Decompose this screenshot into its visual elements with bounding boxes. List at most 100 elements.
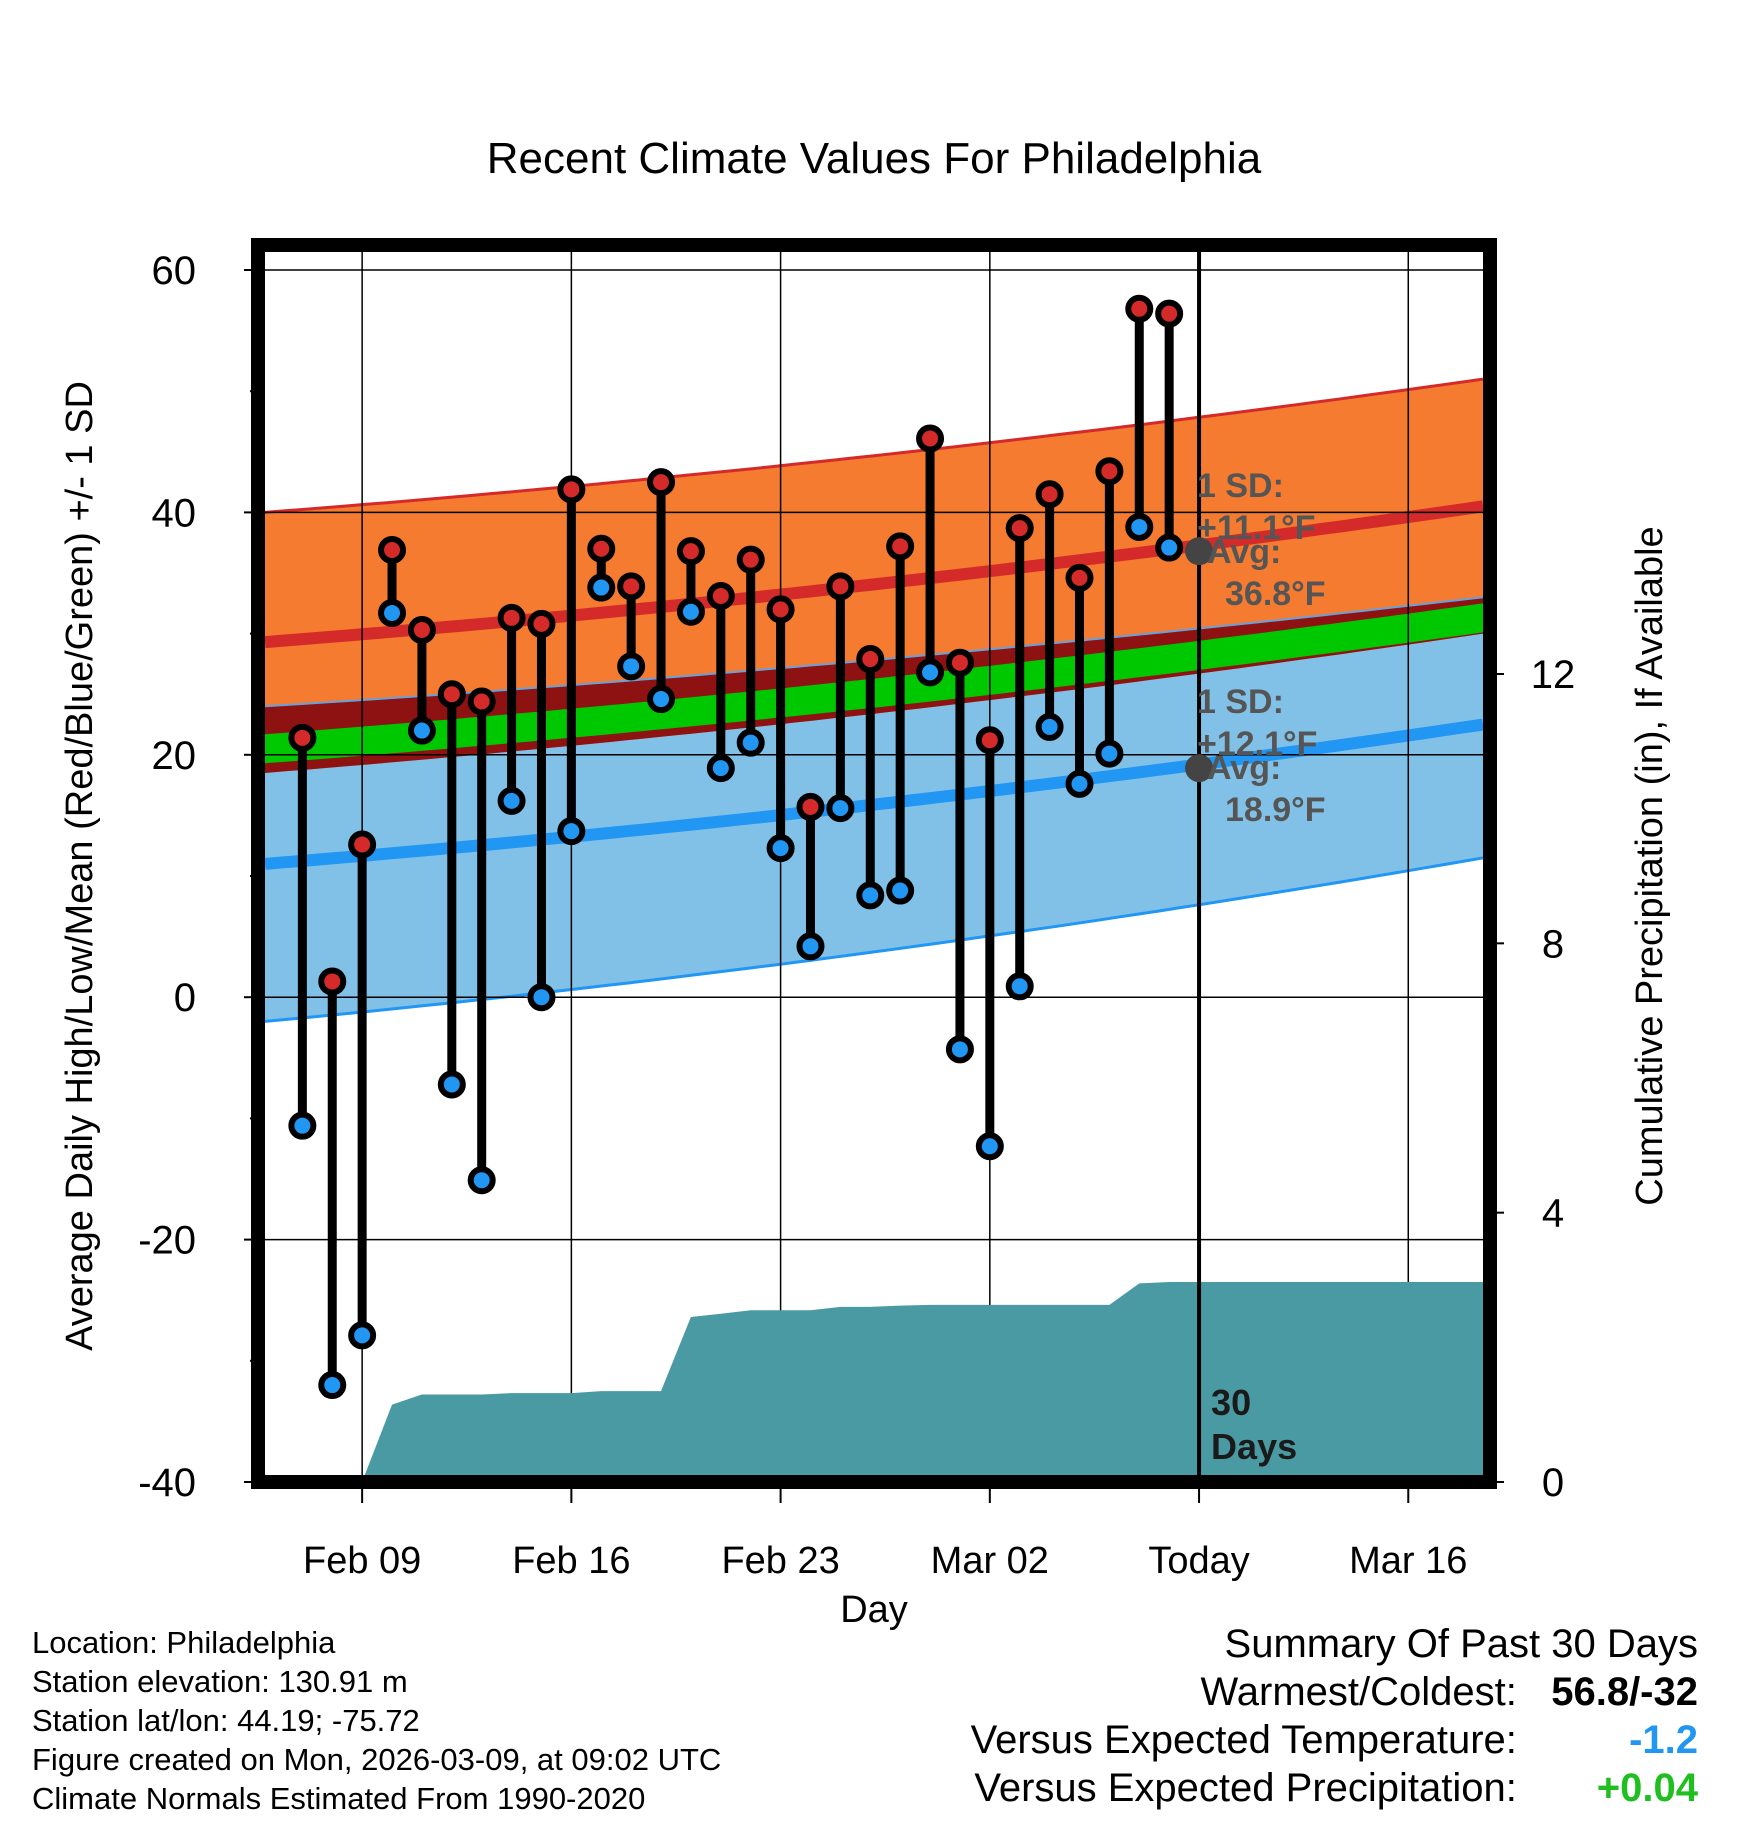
high-point bbox=[1065, 563, 1094, 592]
high-point bbox=[1005, 514, 1034, 543]
info-elevation: Station elevation: 130.91 m bbox=[32, 1664, 408, 1699]
high-point bbox=[1095, 457, 1124, 486]
temp-diff-label: Versus Expected Temperature: bbox=[970, 1718, 1517, 1762]
today-days-label: 30 bbox=[1211, 1382, 1251, 1423]
high-point bbox=[1035, 480, 1064, 509]
low-point bbox=[886, 876, 915, 905]
y2-tick-label: 4 bbox=[1542, 1192, 1564, 1236]
high-point bbox=[557, 475, 586, 504]
high-point bbox=[916, 424, 945, 453]
low-point bbox=[826, 794, 855, 823]
low-point bbox=[1155, 533, 1184, 562]
high-avg-annotation: Avg: bbox=[1207, 533, 1281, 571]
low-point bbox=[497, 786, 526, 815]
high-point bbox=[736, 545, 765, 574]
summary-title: Summary Of Past 30 Days bbox=[1224, 1622, 1698, 1666]
high-point bbox=[826, 572, 855, 601]
y-tick-label: 20 bbox=[152, 734, 197, 778]
low-point bbox=[975, 1132, 1004, 1161]
x-axis-ticks: Feb 09 Feb 16 Feb 23 Mar 02 Today Mar 16 bbox=[303, 1489, 1467, 1582]
low-point bbox=[1095, 739, 1124, 768]
y-tick-label: 60 bbox=[152, 249, 197, 293]
y-axis-label: Average Daily High/Low/Mean (Red/Blue/Gr… bbox=[59, 381, 101, 1351]
plot-frame bbox=[251, 238, 1497, 1489]
low-avg-today-dot bbox=[1185, 754, 1214, 783]
warm-cold-value: 56.8/-32 bbox=[1551, 1670, 1698, 1714]
low-avg-annotation: Avg: bbox=[1207, 749, 1281, 787]
high-point bbox=[856, 645, 885, 674]
summary-panel: Summary Of Past 30 Days Warmest/Coldest:… bbox=[971, 1620, 1698, 1812]
high-point bbox=[796, 792, 825, 821]
summary-temp: Versus Expected Temperature: -1.2 bbox=[971, 1716, 1698, 1764]
low-avg-annotation: 18.9°F bbox=[1225, 791, 1326, 829]
low-point bbox=[318, 1371, 347, 1400]
low-point bbox=[1125, 512, 1154, 541]
low-sd-annotation: +12.1°F bbox=[1197, 725, 1317, 763]
y-tick-label: -40 bbox=[138, 1461, 196, 1505]
high-point bbox=[378, 535, 407, 564]
x-tick-label: Feb 16 bbox=[512, 1540, 630, 1582]
y-tick-label: -20 bbox=[138, 1219, 196, 1263]
high-avg-line bbox=[265, 500, 1483, 649]
temp-diff-value: -1.2 bbox=[1629, 1718, 1698, 1762]
low-point bbox=[945, 1035, 974, 1064]
low-point bbox=[467, 1166, 496, 1195]
low-sd-lower-line bbox=[265, 856, 1483, 1023]
low-point bbox=[437, 1070, 466, 1099]
y2-axis-ticks: 12 8 4 0 bbox=[1490, 653, 1575, 1505]
low-point bbox=[527, 983, 556, 1012]
high-point bbox=[647, 468, 676, 497]
high-point bbox=[348, 830, 377, 859]
precip-diff-label: Versus Expected Precipitation: bbox=[974, 1766, 1517, 1810]
chart-title: Recent Climate Values For Philadelphia bbox=[487, 134, 1262, 183]
low-point bbox=[856, 881, 885, 910]
low-point bbox=[348, 1321, 377, 1350]
high-sd-annotation: +11.1°F bbox=[1197, 509, 1316, 547]
high-point bbox=[706, 582, 735, 611]
y2-tick-label: 12 bbox=[1531, 653, 1576, 697]
high-sd-upper-line bbox=[265, 377, 1483, 514]
precipitation-area bbox=[362, 1282, 1483, 1482]
low-point bbox=[706, 754, 735, 783]
high-avg-annotation: 36.8°F bbox=[1225, 575, 1326, 613]
y2-tick-label: 8 bbox=[1542, 922, 1564, 966]
low-point bbox=[736, 728, 765, 757]
high-point bbox=[945, 648, 974, 677]
info-latlon: Station lat/lon: 44.19; -75.72 bbox=[32, 1703, 420, 1738]
low-point bbox=[916, 658, 945, 687]
x-axis-label: Day bbox=[840, 1589, 908, 1631]
x-tick-label: Feb 23 bbox=[721, 1540, 839, 1582]
high-point bbox=[886, 532, 915, 561]
low-point bbox=[1035, 712, 1064, 741]
high-point bbox=[467, 687, 496, 716]
high-point bbox=[617, 572, 646, 601]
high-point bbox=[975, 726, 1004, 755]
low-point bbox=[1005, 972, 1034, 1001]
low-point bbox=[766, 834, 795, 863]
low-point bbox=[407, 716, 436, 745]
info-normals: Climate Normals Estimated From 1990-2020 bbox=[32, 1781, 646, 1816]
daily-markers bbox=[288, 294, 1184, 1400]
high-point bbox=[437, 680, 466, 709]
high-point bbox=[766, 595, 795, 624]
x-tick-label: Today bbox=[1148, 1540, 1249, 1582]
high-point bbox=[587, 534, 616, 563]
y-axis-ticks: 60 40 20 0 -20 -40 bbox=[138, 249, 258, 1505]
low-sd-annotation: 1 SD: bbox=[1197, 683, 1284, 721]
precip-diff-value: +0.04 bbox=[1596, 1766, 1698, 1810]
info-created: Figure created on Mon, 2026-03-09, at 09… bbox=[32, 1742, 722, 1777]
x-tick-label: Feb 09 bbox=[303, 1540, 421, 1582]
high-avg-today-dot bbox=[1185, 537, 1214, 566]
low-point bbox=[587, 573, 616, 602]
low-point bbox=[676, 597, 705, 626]
y2-tick-label: 0 bbox=[1542, 1461, 1564, 1505]
high-sd-annotation: 1 SD: bbox=[1197, 467, 1284, 505]
high-point bbox=[1155, 299, 1184, 328]
low-point bbox=[288, 1111, 317, 1140]
low-point bbox=[557, 817, 586, 846]
warm-cold-label: Warmest/Coldest: bbox=[1200, 1670, 1517, 1714]
high-point bbox=[407, 615, 436, 644]
